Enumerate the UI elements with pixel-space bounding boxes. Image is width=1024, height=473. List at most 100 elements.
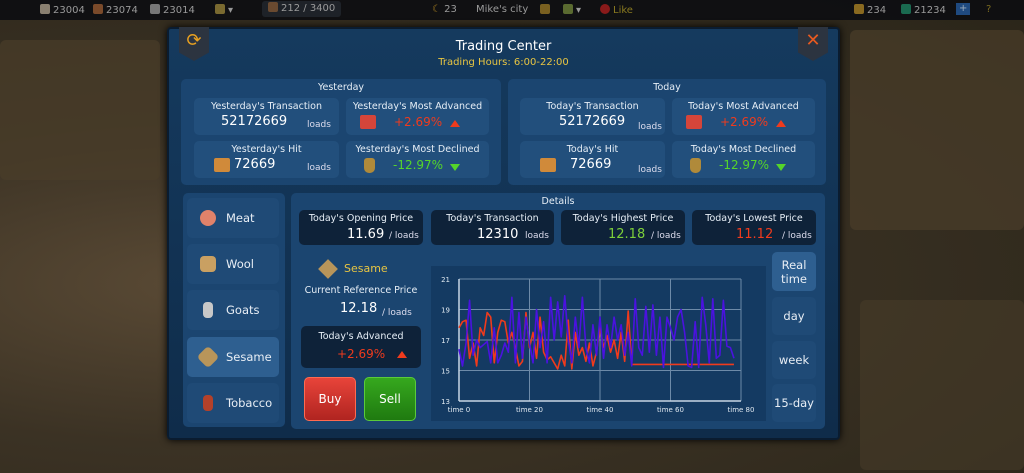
reference-price-label: Current Reference Price: [304, 285, 418, 296]
range-15-day-button[interactable]: 15-day: [772, 384, 816, 422]
today-most-advanced-card: Today's Most Advanced +2.69%: [672, 98, 815, 135]
iron-resource: 23014: [150, 4, 195, 16]
goods-item-tobacco[interactable]: Tobacco: [187, 383, 279, 423]
unit: loads: [525, 231, 549, 241]
crates-icon: [215, 4, 225, 14]
goods-list: Meat Wool Goats Sesame Tobacco: [183, 193, 285, 427]
citizen-icon: [268, 2, 278, 12]
card-label: Yesterday's Most Advanced: [352, 101, 483, 112]
trading-hours: Trading Hours: 6:00-22:00: [438, 57, 569, 68]
card-label: Today's Advanced: [318, 331, 404, 342]
lumber-icon: [214, 158, 230, 172]
moon-icon: ☾: [432, 4, 441, 15]
down-arrow-icon: [776, 164, 786, 171]
range-day-button[interactable]: day: [772, 297, 816, 335]
city-name[interactable]: Mike's city: [476, 4, 529, 15]
lowest-price-card: Today's Lowest Price 11.12 / loads: [692, 210, 816, 245]
range-real-time-button[interactable]: Real time: [772, 252, 816, 291]
section-heading: Yesterday: [317, 82, 365, 93]
down-arrow-icon: [450, 164, 460, 171]
unit: loads: [638, 165, 662, 175]
meat-icon: [360, 115, 376, 129]
stone-icon: [40, 4, 50, 14]
jug-icon: [364, 158, 375, 173]
range-week-button[interactable]: week: [772, 341, 816, 379]
milk-bottle-icon: [203, 302, 213, 318]
yesterday-most-declined-card: Yesterday's Most Declined -12.97%: [346, 141, 489, 178]
details-section: Details Today's Opening Price 11.69 / lo…: [291, 193, 825, 429]
card-label: Today's Transaction: [546, 101, 639, 112]
top-resource-bar: 23004 23074 23014 ▾ 212 / 3400 ☾ 23 Mike…: [0, 0, 1024, 20]
unit: / loads: [382, 308, 412, 318]
gold-resource: 234: [854, 4, 886, 16]
storage-dropdown[interactable]: ▾: [215, 4, 233, 16]
unit: / loads: [782, 231, 812, 241]
card-label: Today's Lowest Price: [705, 213, 803, 224]
card-value: 52172669: [221, 114, 288, 129]
reference-price-value: 12.18: [340, 301, 378, 316]
dialog-title: Trading Center: [455, 39, 552, 54]
wool-icon: [200, 256, 216, 272]
close-icon: ✕: [805, 30, 821, 51]
goods-item-sesame[interactable]: Sesame: [187, 337, 279, 377]
up-arrow-icon: [776, 120, 786, 127]
refresh-button[interactable]: ⟳: [179, 27, 209, 61]
close-button[interactable]: ✕: [798, 27, 828, 61]
unit: loads: [307, 120, 331, 130]
unit: / loads: [651, 231, 681, 241]
herb-dropdown[interactable]: ▾: [563, 4, 581, 16]
help-button[interactable]: ?: [986, 4, 992, 15]
heart-icon: [600, 4, 610, 14]
today-most-declined-card: Today's Most Declined -12.97%: [672, 141, 815, 178]
up-arrow-icon: [450, 120, 460, 127]
stone-resource: 23004: [40, 4, 85, 16]
section-heading: Details: [541, 196, 575, 207]
gem-icon: [901, 4, 911, 14]
unit: / loads: [389, 231, 419, 241]
card-label: Today's Highest Price: [572, 213, 674, 224]
like-button[interactable]: Like: [600, 4, 633, 16]
goods-item-wool[interactable]: Wool: [187, 244, 279, 284]
refresh-icon: ⟳: [186, 30, 202, 51]
wood-icon: [93, 4, 103, 14]
meat-icon: [200, 210, 216, 226]
buy-button[interactable]: Buy: [304, 377, 356, 421]
blue-price-line: [458, 294, 735, 369]
sell-button[interactable]: Sell: [364, 377, 416, 421]
yesterday-hit-card: Yesterday's Hit 72669 loads: [194, 141, 339, 178]
card-value: -12.97%: [393, 158, 444, 172]
harvest-icon[interactable]: [540, 4, 553, 16]
card-value: 11.69: [347, 227, 385, 242]
lumber-icon: [540, 158, 556, 172]
goods-label: Tobacco: [226, 396, 273, 410]
transaction-card: Today's Transaction 12310 loads: [431, 210, 554, 245]
x-tick-label: time 80: [728, 406, 755, 414]
y-tick-label: 15: [441, 368, 450, 376]
wood-resource: 23074: [93, 4, 138, 16]
card-value: +2.69%: [720, 115, 769, 129]
gold-icon: [854, 4, 864, 14]
card-value: 12310: [477, 227, 519, 242]
card-value: 12.18: [608, 227, 646, 242]
goods-label: Goats: [226, 303, 260, 317]
y-tick-label: 19: [441, 307, 450, 315]
goods-item-meat[interactable]: Meat: [187, 198, 279, 238]
card-value: +2.69%: [394, 115, 443, 129]
sesame-icon: [196, 345, 220, 369]
y-tick-label: 21: [441, 276, 450, 284]
card-label: Yesterday's Most Declined: [355, 144, 480, 155]
card-label: Yesterday's Transaction: [210, 101, 323, 112]
sesame-icon: [318, 259, 338, 279]
buy-gems-button[interactable]: +: [956, 3, 971, 15]
pipe-icon: [203, 395, 213, 411]
goods-label: Meat: [226, 211, 255, 225]
iron-icon: [150, 4, 160, 14]
card-label: Today's Most Advanced: [688, 101, 799, 112]
meat-icon: [686, 115, 702, 129]
goods-label: Sesame: [226, 350, 272, 364]
card-label: Yesterday's Hit: [231, 144, 302, 155]
selected-goods-name: Sesame: [344, 262, 388, 275]
today-transaction-card: Today's Transaction 52172669 loads: [520, 98, 665, 135]
card-label: Today's Transaction: [446, 213, 539, 224]
goods-item-goats[interactable]: Goats: [187, 290, 279, 330]
